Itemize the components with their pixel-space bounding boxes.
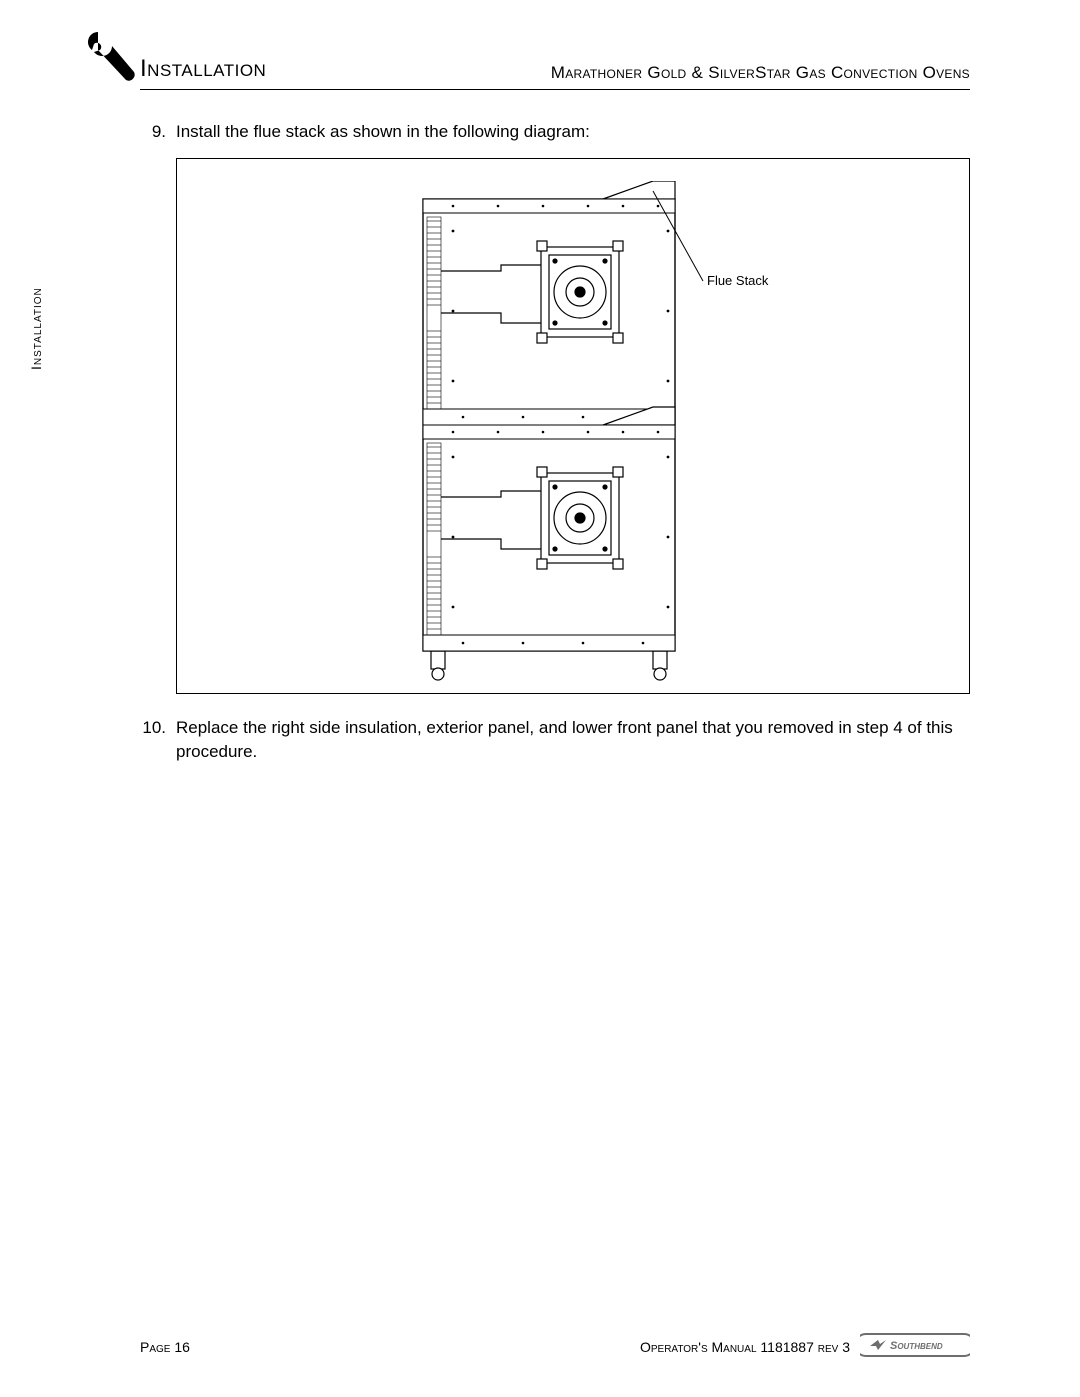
step-10: 10. Replace the right side insulation, e… [140, 716, 970, 764]
step-number: 10. [140, 716, 176, 764]
page-footer: Page 16 Operator's Manual 1181887 rev 3 … [140, 1332, 970, 1361]
step-text: Install the flue stack as shown in the f… [176, 120, 970, 144]
side-tab-label: Installation [28, 287, 44, 370]
page-number: Page 16 [140, 1339, 190, 1355]
page-header: Installation Marathoner Gold & SilverSta… [140, 30, 970, 90]
content-area: 9. Install the flue stack as shown in th… [140, 90, 970, 763]
document-title: Marathoner Gold & SilverStar Gas Convect… [551, 63, 970, 83]
callout-flue-stack: Flue Stack [707, 273, 769, 288]
section-title: Installation [140, 55, 266, 83]
wrench-icon [80, 28, 144, 89]
step-number: 9. [140, 120, 176, 144]
brand-badge: Southbend [860, 1332, 970, 1361]
manual-page: Installation Marathoner Gold & SilverSta… [0, 0, 1080, 1397]
oven-diagram: Flue Stack [213, 181, 933, 681]
step-text: Replace the right side insulation, exter… [176, 716, 970, 764]
diagram-frame: Flue Stack [176, 158, 970, 694]
svg-text:Southbend: Southbend [890, 1340, 943, 1352]
manual-id: Operator's Manual 1181887 rev 3 [640, 1339, 850, 1355]
step-9: 9. Install the flue stack as shown in th… [140, 120, 970, 144]
